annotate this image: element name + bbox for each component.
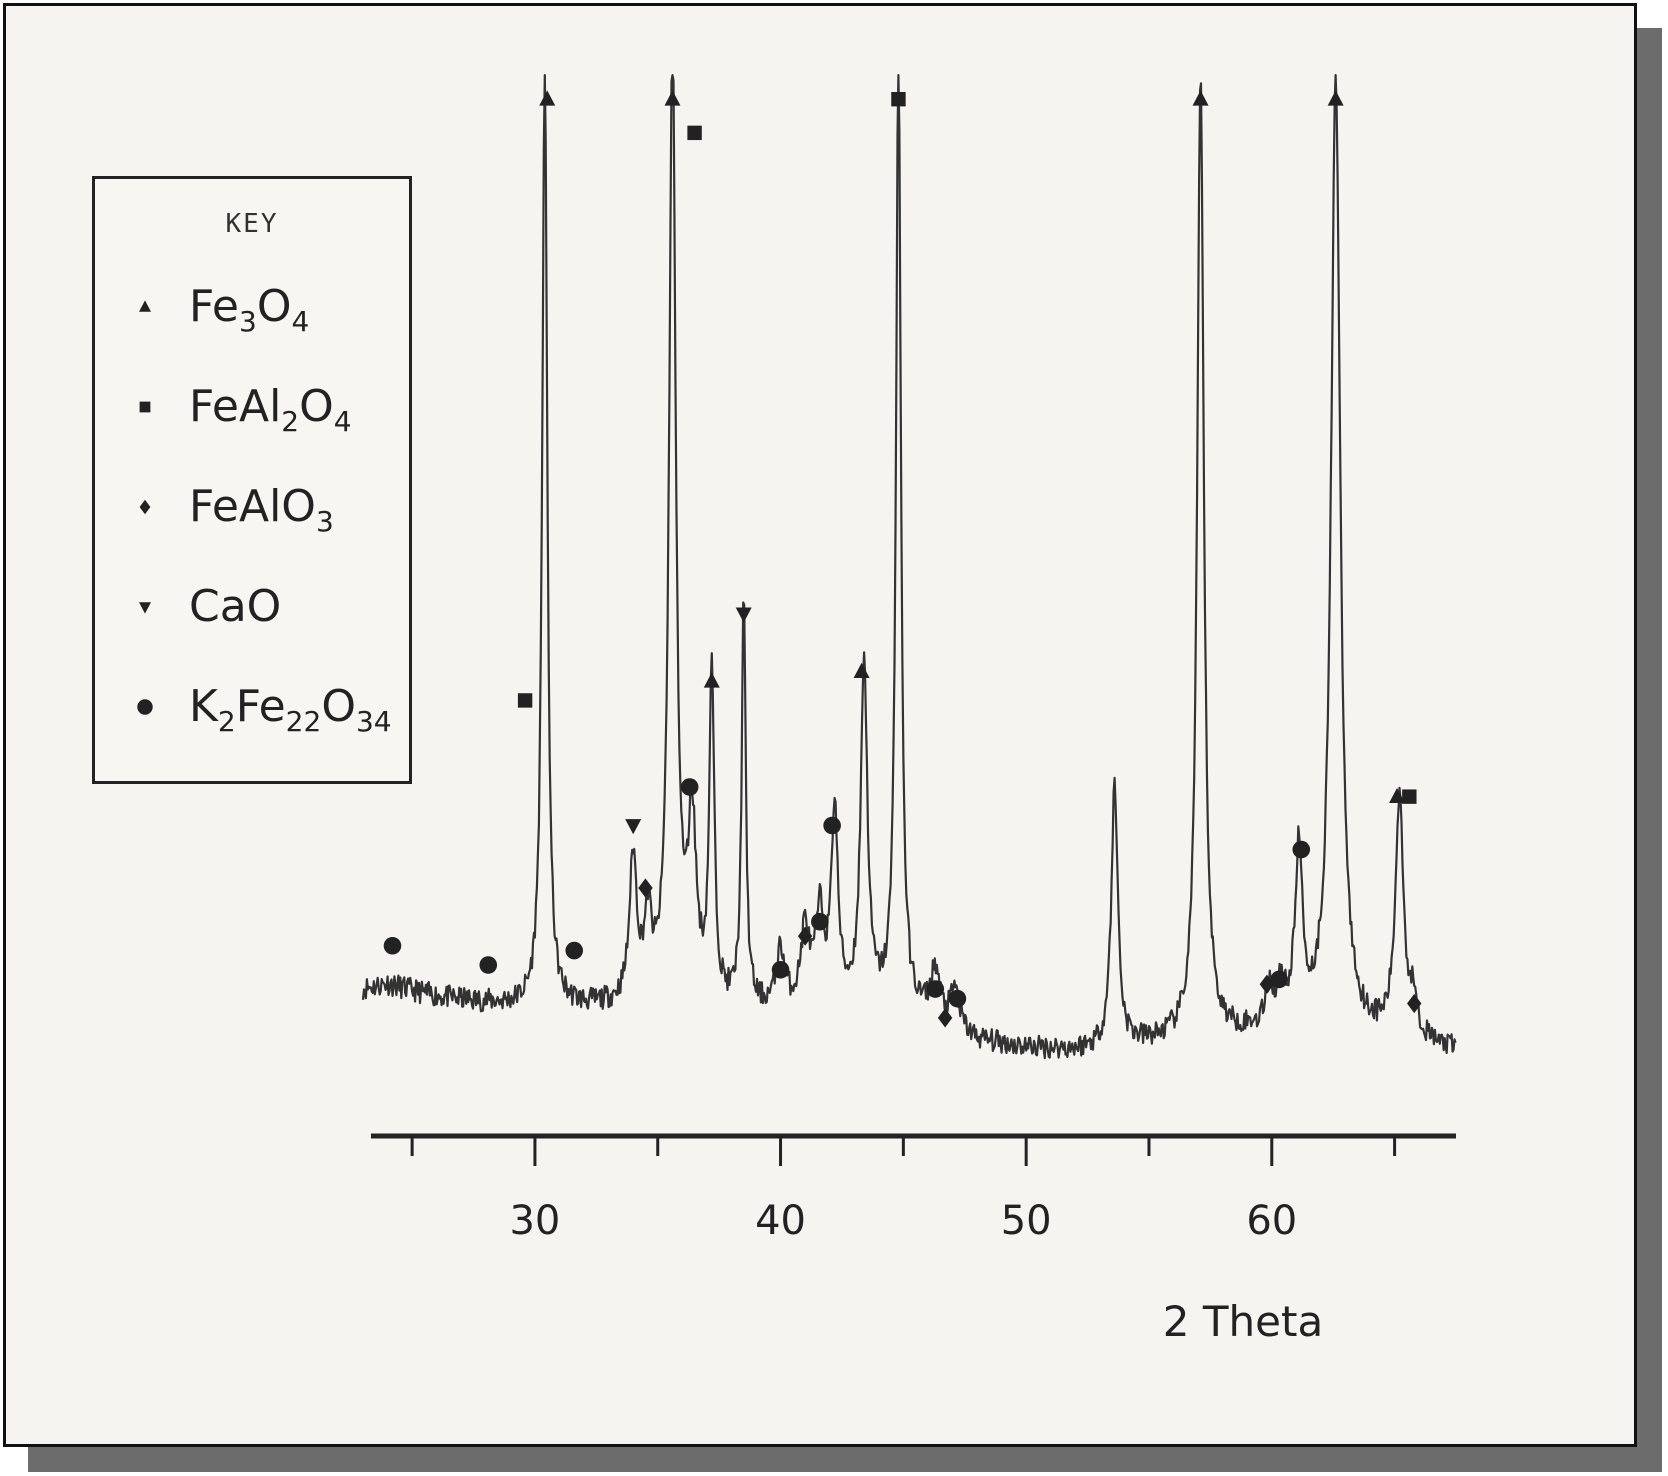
legend-entry: Fe3O4 [135, 279, 405, 339]
marker-triangle [1389, 787, 1406, 804]
marker-square [517, 693, 533, 708]
legend-label-subscript: 3 [238, 304, 257, 338]
marker-triangle [1192, 90, 1209, 106]
legend-label: K2Fe22O34 [189, 679, 392, 750]
legend-label-part: O [256, 281, 292, 332]
legend-label-subscript: 3 [315, 504, 334, 538]
xrd-trace [361, 73, 1457, 1060]
legend-symbol [137, 699, 153, 715]
marker-circle [479, 956, 498, 974]
marker-circle [680, 778, 699, 796]
marker-circle [771, 961, 790, 979]
legend-label-subscript: 34 [355, 704, 392, 738]
legend-label-part: FeAlO [189, 481, 316, 532]
x-axis: 30 40 50 60 [371, 1133, 1456, 1244]
marker-circle [926, 980, 945, 998]
legend-label-subscript: 2 [281, 404, 300, 438]
legend-entry: FeAl2O4 [135, 379, 405, 439]
marker-square [891, 91, 906, 107]
inverted-triangle-icon [139, 602, 151, 614]
legend-symbol [139, 300, 151, 312]
legend-title: KEY [225, 209, 279, 239]
legend-entry: K2Fe22O34 [135, 679, 405, 739]
legend-label-part: Fe [235, 681, 286, 732]
legend: KEY Fe3O4 FeAl2O4 FeAlO3 CaO K2Fe22O34 [92, 176, 412, 784]
marker-circle [383, 936, 402, 955]
legend-label-part: O [321, 681, 356, 732]
diffraction-plot: 30 40 50 60 2 Theta [361, 73, 1457, 1346]
series-layer [361, 73, 1457, 1060]
x-tick-label: 40 [755, 1198, 806, 1244]
legend-label: FeAlO3 [189, 479, 334, 550]
legend-label-part: FeAl [189, 381, 282, 432]
marker-triangle [539, 90, 556, 106]
legend-entry: CaO [135, 579, 405, 639]
legend-symbol [139, 401, 151, 413]
marker-diamond [937, 1008, 953, 1028]
x-axis-label: 2 Theta [1163, 1297, 1323, 1346]
legend-label-subscript: 4 [333, 404, 352, 438]
marker-inverted-triangle [735, 607, 752, 623]
marker-diamond [1407, 993, 1422, 1014]
legend-label-subscript: 2 [217, 704, 236, 738]
marker-circle [1270, 970, 1288, 989]
figure-frame: 30 40 50 60 2 Theta KEY Fe3O4 FeAl2O4 FeAlO3 C… [3, 3, 1637, 1447]
triangle-icon [139, 300, 151, 312]
legend-label-part: O [299, 381, 334, 432]
diamond-icon [139, 499, 151, 515]
legend-label: CaO [189, 579, 281, 635]
marker-triangle [664, 90, 681, 106]
marker-diamond [797, 926, 813, 946]
marker-triangle [703, 672, 720, 688]
marker-circle [1292, 840, 1311, 859]
legend-label-part: K [189, 681, 218, 732]
legend-label-subscript: 22 [285, 704, 322, 738]
marker-circle [948, 989, 967, 1008]
legend-label: FeAl2O4 [189, 379, 352, 450]
marker-square [687, 125, 702, 141]
legend-label-subscript: 4 [291, 304, 310, 338]
legend-entry: FeAlO3 [135, 479, 405, 539]
square-icon [139, 401, 151, 413]
marker-circle [565, 941, 584, 960]
legend-label-part: Fe [189, 281, 239, 332]
marker-triangle [1327, 90, 1344, 106]
legend-symbol [139, 499, 151, 515]
x-tick-label: 60 [1246, 1198, 1297, 1244]
marker-triangle [853, 662, 870, 678]
marker-circle [823, 816, 841, 835]
legend-symbol [139, 602, 151, 614]
marker-inverted-triangle [625, 819, 642, 835]
peak-markers [383, 90, 1422, 1028]
legend-label-part: CaO [189, 581, 282, 632]
legend-label: Fe3O4 [189, 279, 309, 350]
circle-icon [137, 699, 153, 715]
x-tick-label: 30 [509, 1198, 560, 1244]
marker-circle [811, 912, 829, 931]
marker-square [1402, 789, 1417, 804]
x-tick-label: 50 [1001, 1198, 1052, 1244]
marker-diamond [638, 878, 653, 898]
